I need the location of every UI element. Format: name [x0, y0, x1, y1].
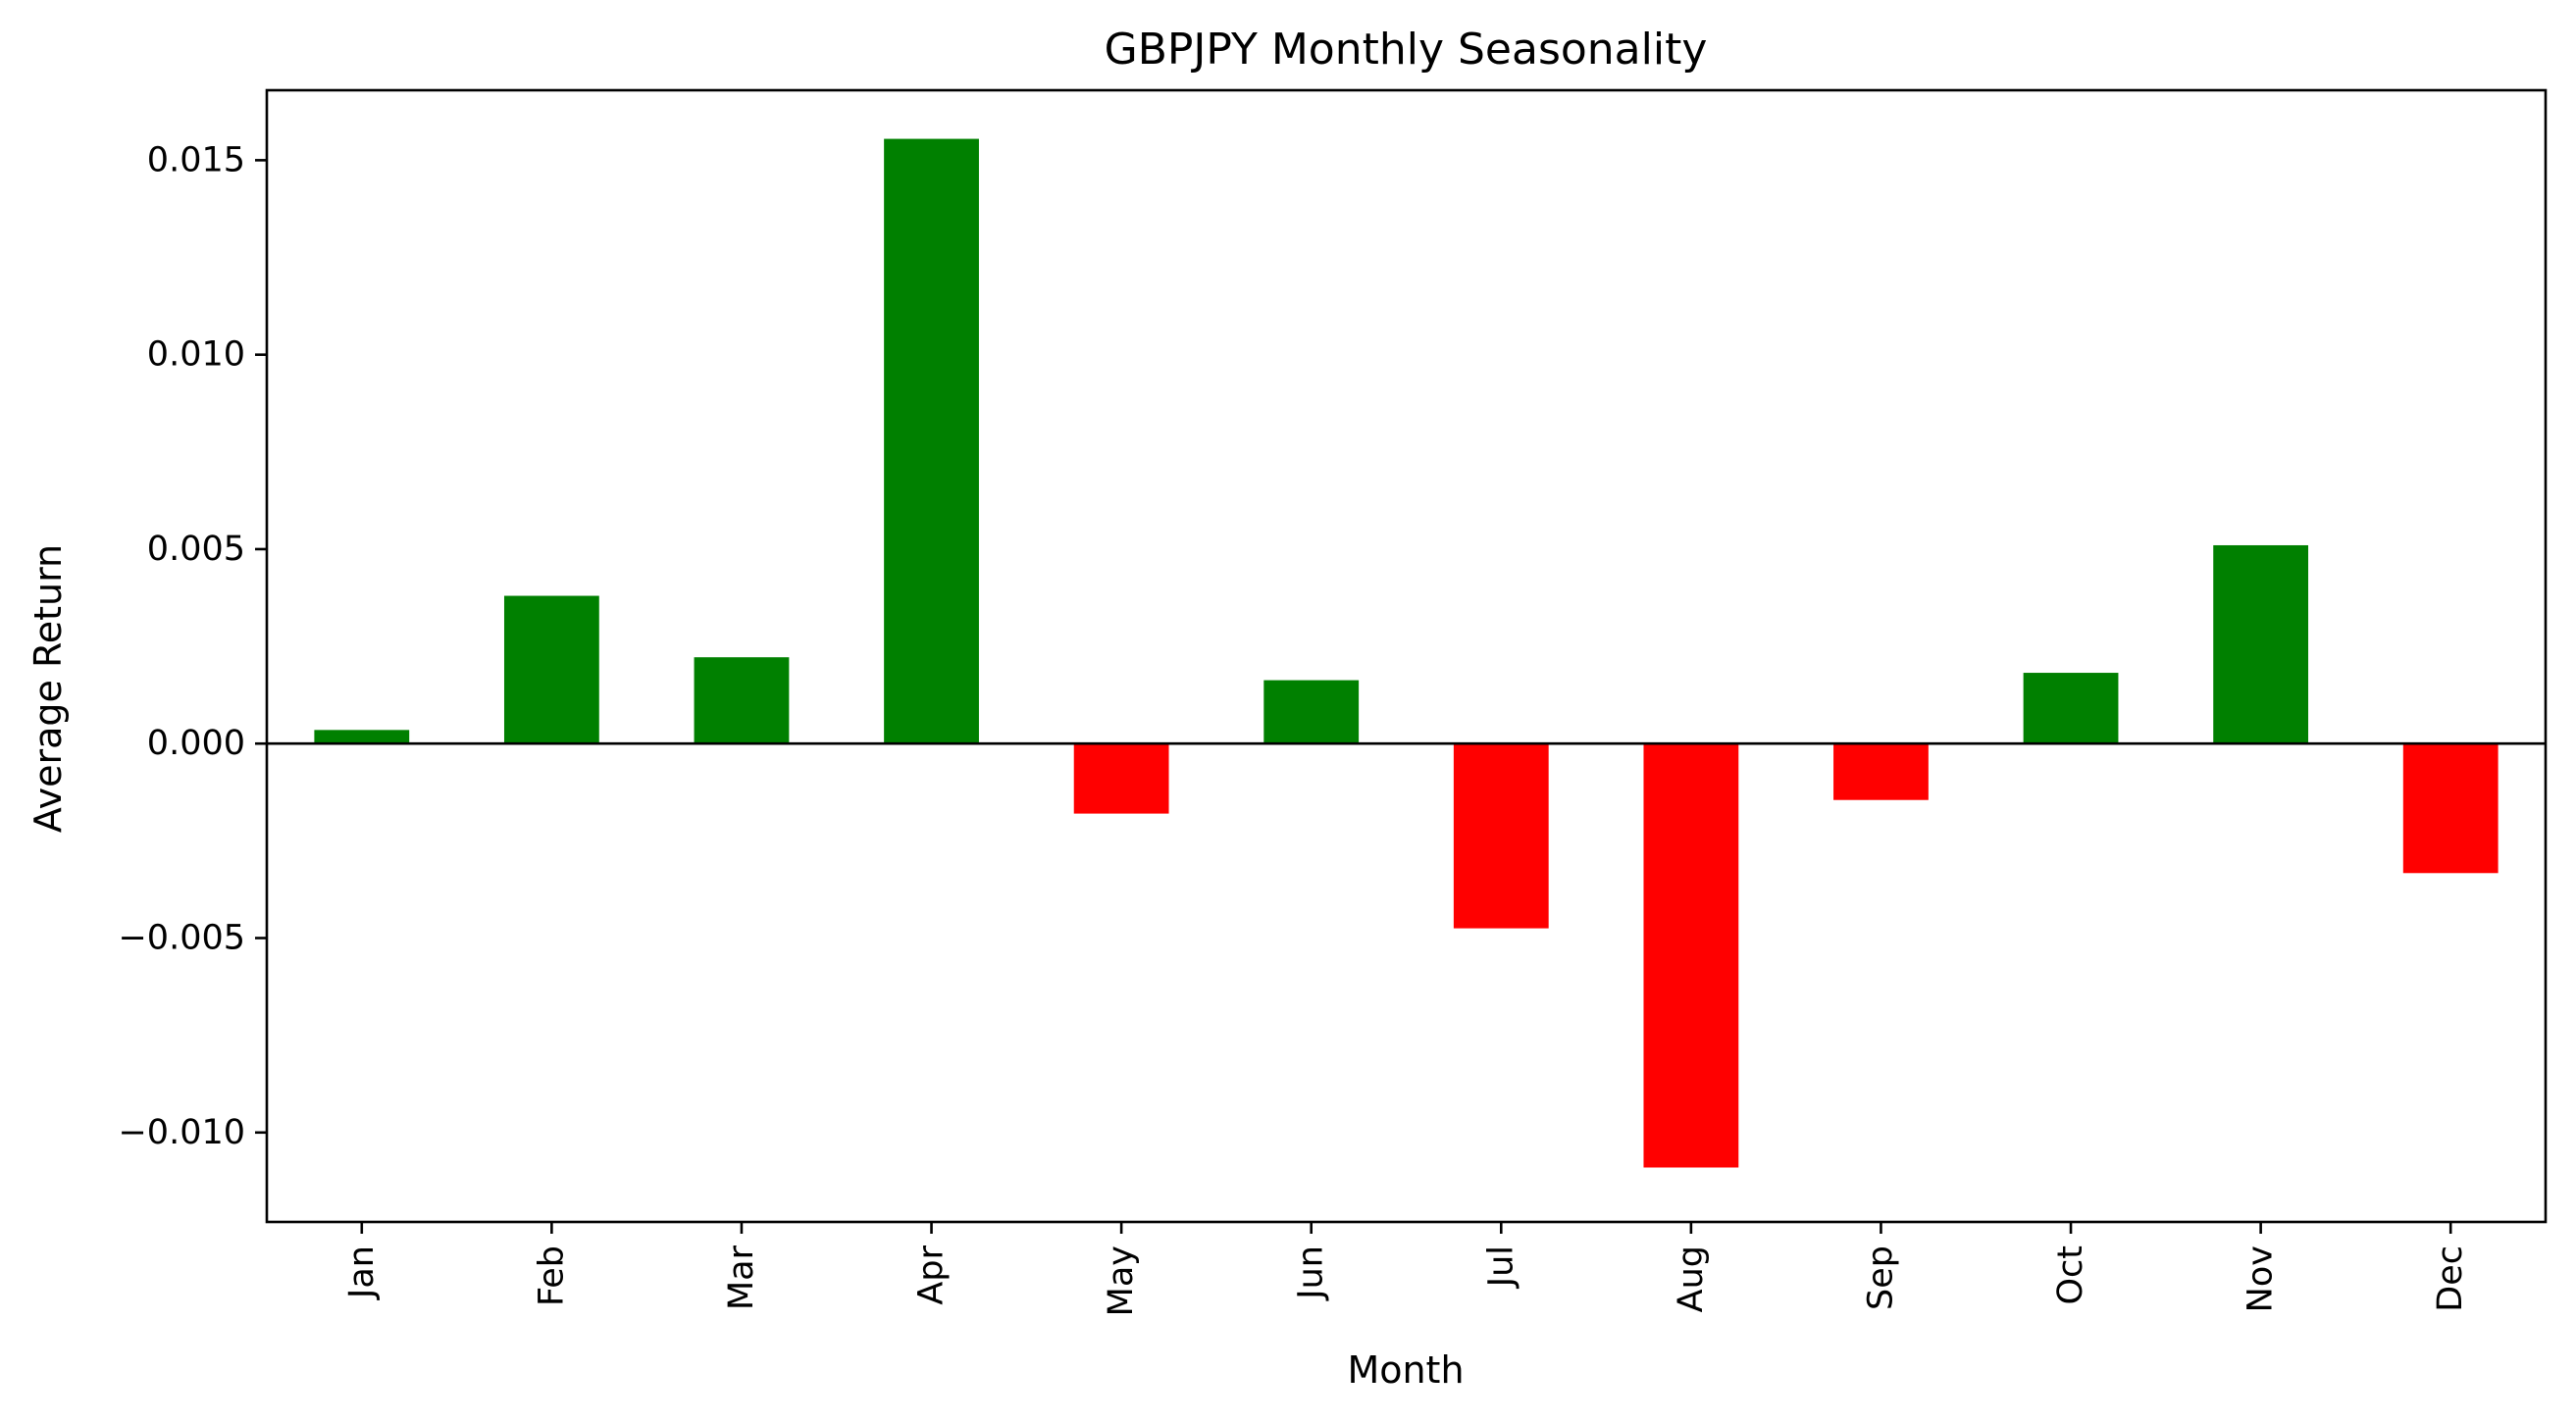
x-tick-label: Feb — [532, 1245, 571, 1306]
bar-mar — [694, 657, 790, 744]
x-tick-label: Sep — [1861, 1245, 1900, 1310]
x-tick-label: Jan — [342, 1245, 382, 1300]
y-axis: −0.010 −0.005 0.000 0.005 0.010 0.015 — [118, 140, 267, 1152]
x-tick-label: Dec — [2431, 1245, 2470, 1312]
y-tick-label: 0.005 — [147, 530, 245, 569]
y-tick-label: 0.015 — [147, 140, 245, 179]
x-axis-label: Month — [1347, 1348, 1464, 1392]
x-tick-label: Jun — [1292, 1245, 1331, 1301]
bar-nov — [2213, 544, 2309, 744]
x-axis: Jan Feb Mar Apr May Jun Jul Aug Sep Oct Nov Dec — [342, 1222, 2470, 1316]
x-tick-label: Jul — [1481, 1245, 1520, 1289]
x-tick-label: Aug — [1672, 1245, 1711, 1312]
x-tick-label: Oct — [2051, 1245, 2090, 1305]
bar-feb — [503, 595, 599, 744]
bar-apr — [884, 138, 979, 744]
bar-oct — [2023, 673, 2119, 744]
plot-frame — [265, 88, 2548, 1224]
bar-dec — [2402, 743, 2499, 874]
bars-layer — [314, 138, 2499, 1168]
x-tick-label: May — [1102, 1245, 1141, 1316]
y-tick-label: −0.005 — [118, 919, 245, 958]
y-tick-label: 0.000 — [147, 724, 245, 763]
bar-jul — [1453, 743, 1549, 929]
chart-title: GBPJPY Monthly Seasonality — [1105, 25, 1708, 75]
bar-may — [1073, 743, 1169, 814]
bar-jan — [314, 730, 410, 744]
x-tick-label: Nov — [2241, 1245, 2281, 1312]
x-tick-label: Mar — [722, 1245, 761, 1310]
bar-jun — [1263, 680, 1360, 744]
bar-sep — [1833, 743, 1929, 800]
x-tick-label: Apr — [912, 1245, 952, 1304]
bar-aug — [1643, 743, 1739, 1168]
y-axis-label: Average Return — [26, 544, 70, 833]
y-tick-label: 0.010 — [147, 335, 245, 375]
y-tick-label: −0.010 — [118, 1113, 245, 1152]
